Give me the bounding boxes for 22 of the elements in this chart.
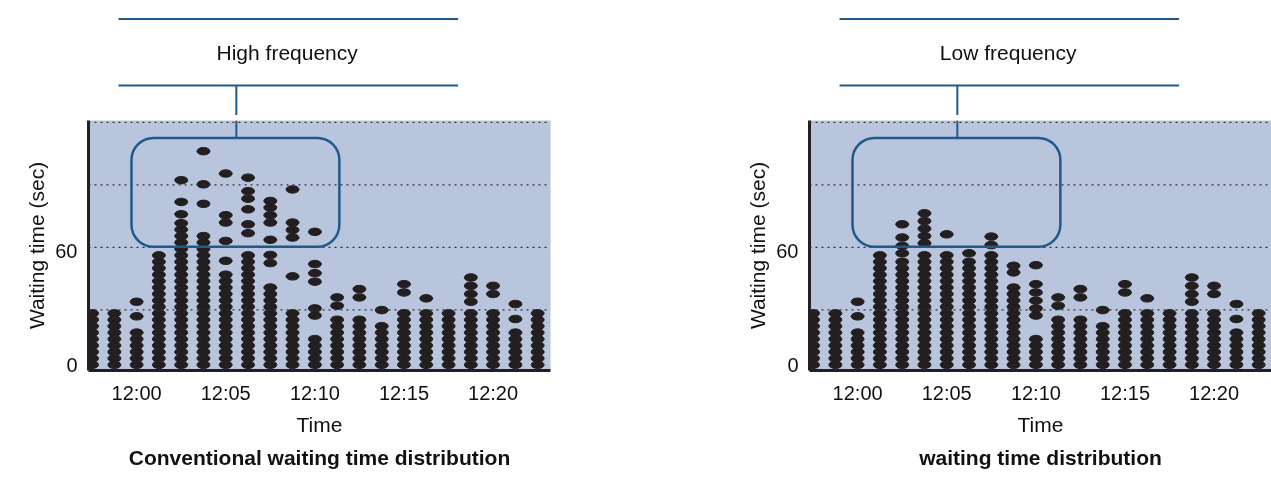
x-axis-title: Time <box>296 412 343 436</box>
x-tick-label: 12:10 <box>1010 381 1061 404</box>
y-tick-label: 0 <box>787 353 799 376</box>
x-tick-label: 12:05 <box>200 381 251 404</box>
x-tick-label: 12:15 <box>1099 381 1151 404</box>
x-tick-label: 12:15 <box>378 381 430 404</box>
x-tick-label: 12:10 <box>289 381 340 404</box>
y-axis-title: Waiting time (sec) <box>25 161 49 330</box>
text: Conventional waiting time distribution <box>128 445 511 469</box>
text: High frequency <box>216 40 359 64</box>
x-tick-label: 12:05 <box>921 381 972 404</box>
x-axis-title: Time <box>1017 412 1064 436</box>
x-tick-label: 12:00 <box>111 381 162 404</box>
x-tick-label: 12:20 <box>1189 381 1240 404</box>
text: Low frequency <box>939 40 1077 64</box>
y-axis-title: Waiting time (sec) <box>746 161 770 330</box>
x-tick-label: 12:20 <box>468 381 519 404</box>
y-tick-label: 60 <box>776 240 799 263</box>
text: waiting time distribution <box>918 445 1162 469</box>
x-tick-label: 12:00 <box>832 381 883 404</box>
y-tick-label: 60 <box>55 240 78 263</box>
y-tick-label: 0 <box>66 353 78 376</box>
